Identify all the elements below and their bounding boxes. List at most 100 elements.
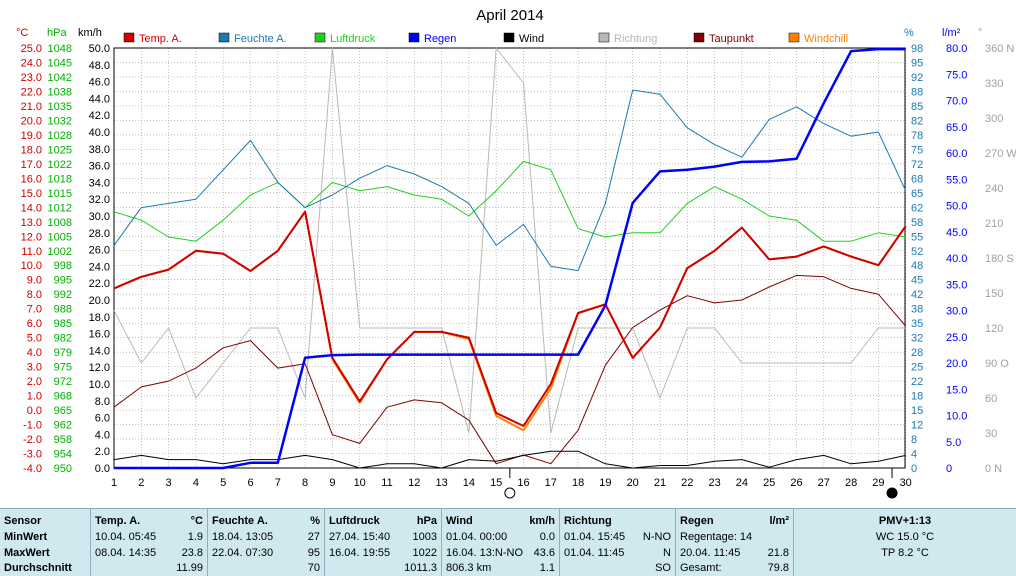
statistics-panel: Sensor MinWert MaxWert Durchschnitt Temp…: [0, 508, 1016, 576]
wind-line: [113, 450, 906, 469]
x-tick-label: 29: [872, 477, 884, 489]
wind-tick-label: 28.0: [89, 228, 110, 240]
humidity-tick-label: 75: [911, 144, 923, 156]
x-tick-label: 19: [599, 477, 611, 489]
rain-tick-label: 20.0: [946, 358, 967, 370]
direction-tick-label: 270 W: [985, 148, 1016, 160]
x-tick-label: 13: [435, 477, 447, 489]
rain-tick-label: 30.0: [946, 306, 967, 318]
stats-row-avg: Durchschnitt: [4, 562, 72, 574]
legend-swatch: [218, 32, 230, 43]
legend-swatch: [693, 32, 705, 43]
stats-pressure-unit: hPa: [416, 515, 437, 527]
rain-tick-label: 60.0: [946, 148, 967, 160]
legend-swatch: [788, 32, 800, 43]
x-tick-label: 8: [302, 477, 308, 489]
humidity-tick-label: 4: [911, 449, 917, 461]
humidity-tick-label: 82: [911, 115, 923, 127]
stats-temp-unit: °C: [190, 515, 203, 527]
temp-tick-label: 24.0: [21, 57, 42, 69]
direction-tick-label: 30: [985, 428, 997, 440]
legend-label: Wind: [519, 33, 544, 45]
humidity-tick-label: 48: [911, 260, 923, 272]
wind-tick-label: 44.0: [89, 93, 110, 105]
direction-tick-label: 120: [985, 323, 1003, 335]
humidity-tick-label: 0: [911, 463, 917, 475]
pressure-tick-label: 975: [54, 362, 72, 374]
pressure-tick-label: 992: [54, 289, 72, 301]
temp-tick-label: 19.0: [21, 130, 42, 142]
rain-tick-label: 35.0: [946, 279, 967, 291]
pressure-line: [113, 160, 906, 242]
stats-direction-title: Richtung: [564, 515, 612, 527]
temp-tick-label: -4.0: [23, 463, 42, 475]
wind-tick-label: 34.0: [89, 177, 110, 189]
pressure-tick-label: 1022: [48, 159, 72, 171]
humidity-tick-label: 18: [911, 391, 923, 403]
plot-area: -4.0 -3.0 -2.0 -1.0 0.0 1.0 2.0 3.0 4.0 5.0 6.0 7.0…: [21, 43, 1016, 499]
pressure-unit-label: hPa: [47, 27, 67, 39]
rain-tick-label: 25.0: [946, 332, 967, 344]
pressure-tick-label: 972: [54, 376, 72, 388]
temp-tick-label: 14.0: [21, 202, 42, 214]
stats-wind-avg: 1.1: [539, 562, 555, 574]
temp-tick-label: 1.0: [27, 391, 42, 403]
humidity-tick-label: 92: [911, 72, 923, 84]
humidity-tick-label: 35: [911, 318, 923, 330]
wind-tick-label: 10.0: [89, 379, 110, 391]
x-tick-label: 11: [381, 477, 392, 489]
humidity-tick-label: 15: [911, 405, 923, 417]
stats-humidity-unit: %: [310, 515, 320, 527]
direction-tick-label: 210: [985, 218, 1003, 230]
wind-tick-label: 6.0: [95, 413, 110, 425]
wind-tick-label: 50.0: [89, 43, 110, 55]
x-tick-label: 18: [572, 477, 584, 489]
temp-tick-label: 10.0: [21, 260, 42, 272]
temp-tick-label: 25.0: [21, 43, 42, 55]
stats-rain-unit: l/m²: [769, 515, 789, 527]
stats-sensor-title: Sensor: [4, 515, 42, 527]
dewpoint-line: [113, 274, 907, 465]
stats-rain-col: Regen l/m² Regentage: 14 20.04. 11:45 21.8…: [675, 509, 793, 576]
rain-tick-label: 40.0: [946, 253, 967, 265]
rain-tick-label: 45.0: [946, 227, 967, 239]
stats-rain-days: Regentage: 14: [680, 531, 753, 543]
x-tick-label: 7: [275, 477, 281, 489]
direction-unit-label: °: [978, 27, 982, 39]
wind-tick-label: 38.0: [89, 144, 110, 156]
temp-tick-label: 3.0: [27, 362, 42, 374]
temp-tick-label: 23.0: [21, 72, 42, 84]
x-tick-label: 20: [627, 477, 639, 489]
stats-rain-total: 79.8: [767, 562, 789, 574]
humidity-tick-label: 65: [911, 188, 923, 200]
wind-tick-label: 42.0: [89, 110, 110, 122]
stats-rain-title: Regen: [680, 515, 714, 527]
humidity-tick-label: 72: [911, 159, 923, 171]
humidity-tick-label: 55: [911, 231, 923, 243]
pressure-tick-label: 954: [54, 449, 72, 461]
legend-label: Luftdruck: [330, 33, 376, 45]
wind-tick-label: 8.0: [95, 396, 110, 408]
chart-title: April 2014: [476, 7, 544, 24]
pressure-tick-label: 998: [54, 260, 72, 272]
stats-rain-max-time: 20.04. 11:45: [680, 547, 741, 559]
stats-temp-min-val: 1.9: [187, 531, 203, 543]
stats-humidity-title: Feuchte A.: [212, 515, 268, 527]
stats-pressure-avg: 1011.3: [404, 562, 437, 574]
stats-pmv-wc: WC 15.0 °C: [875, 531, 935, 543]
pressure-tick-label: 1042: [48, 72, 72, 84]
legend-label: Richtung: [614, 33, 657, 45]
humidity-tick-label: 95: [911, 57, 923, 69]
rain-tick-label: 10.0: [946, 411, 967, 423]
stats-wind-col: Wind km/h 01.04. 00:00 0.0 16.04. 13:N-NO 4…: [441, 509, 559, 576]
pressure-tick-label: 1032: [48, 115, 72, 127]
wind-tick-label: 4.0: [95, 429, 110, 441]
stats-humidity-min-time: 18.04. 13:05: [212, 531, 274, 543]
temp-tick-label: 5.0: [27, 333, 42, 345]
wind-tick-label: 16.0: [89, 329, 110, 341]
humidity-tick-label: 32: [911, 333, 923, 345]
humidity-unit-label: %: [904, 27, 914, 39]
rain-tick-label: 80.0: [946, 43, 967, 55]
stats-pmv-title: PMV+1:13: [878, 515, 932, 527]
wind-tick-label: 22.0: [89, 278, 110, 290]
